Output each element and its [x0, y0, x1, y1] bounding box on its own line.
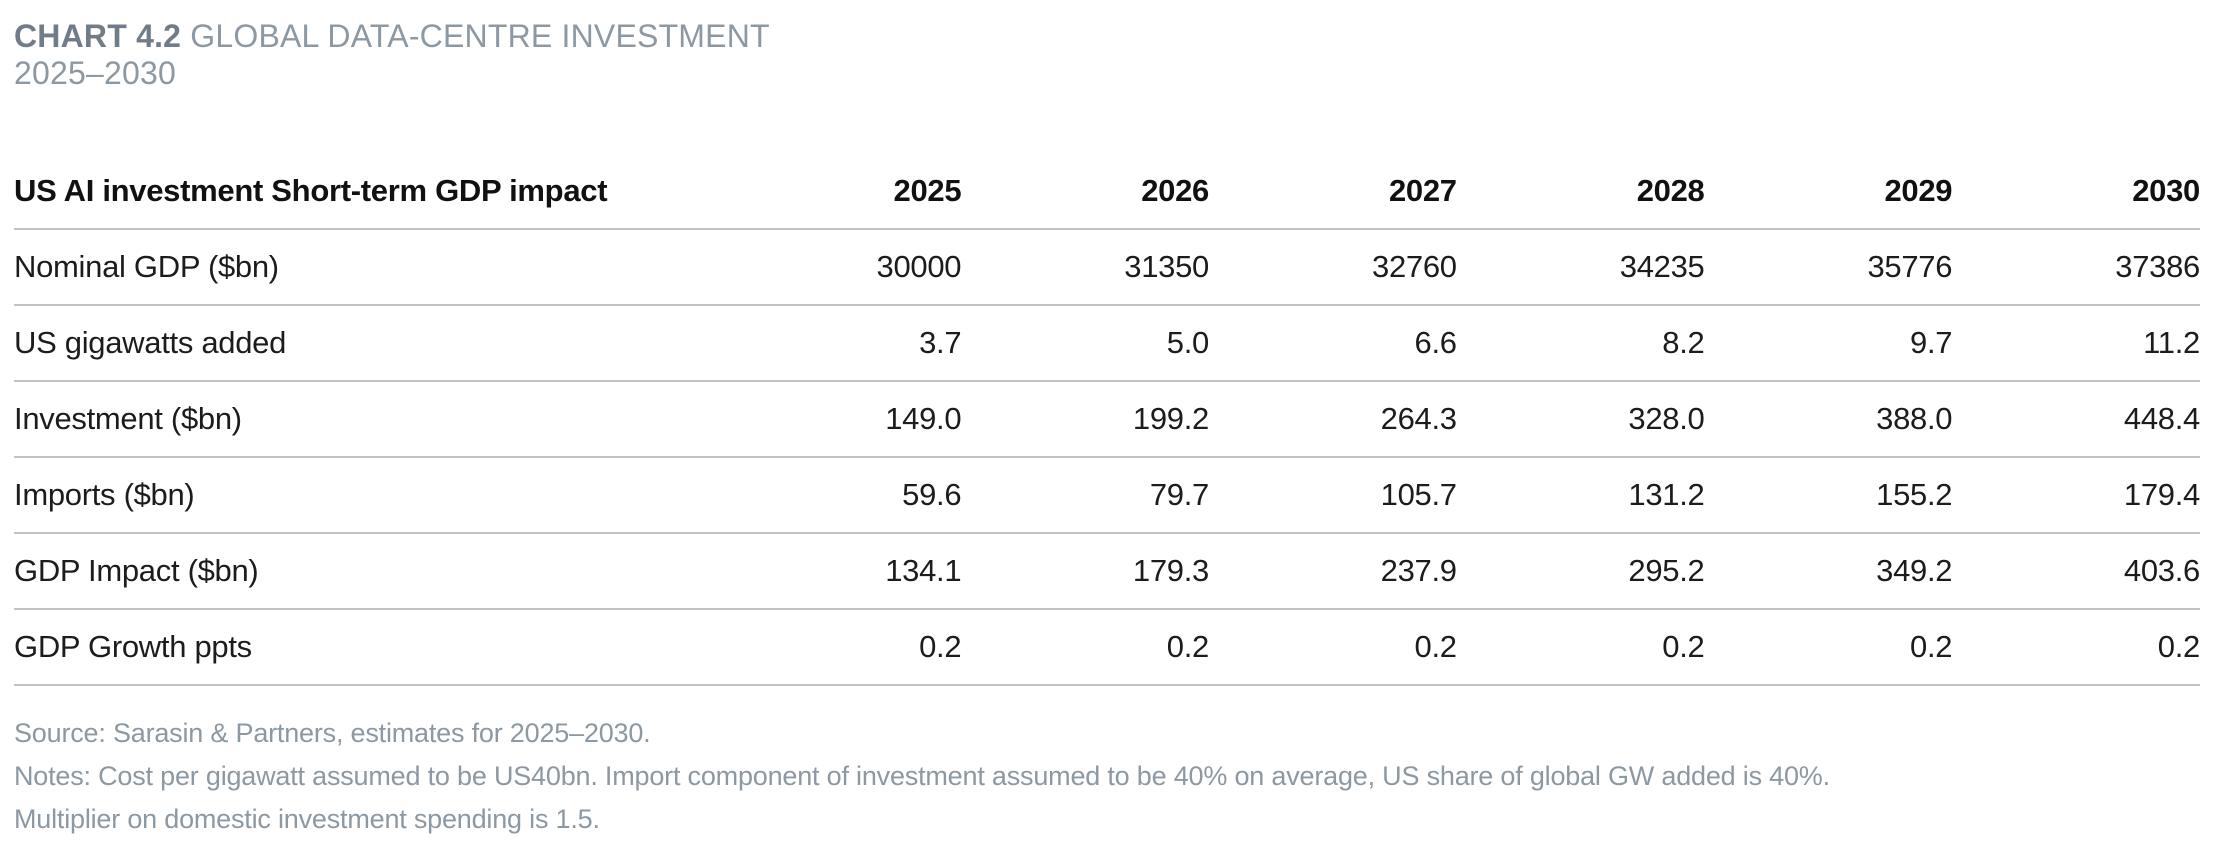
cell-value: 0.2: [1704, 609, 1953, 686]
cell-value: 9.7: [1704, 305, 1953, 382]
cell-value: 5.0: [961, 305, 1209, 382]
row-label: GDP Impact ($bn): [14, 533, 714, 610]
table-header-row: US AI investment Short-term GDP impact 2…: [14, 154, 2200, 230]
row-label: Imports ($bn): [14, 457, 714, 534]
cell-value: 0.2: [1456, 609, 1705, 686]
cell-value: 32760: [1209, 229, 1457, 306]
cell-value: 237.9: [1209, 533, 1457, 610]
cell-value: 448.4: [1952, 381, 2200, 458]
chart-number-label: CHART 4.2: [14, 18, 182, 54]
chart-title-text: GLOBAL DATA-CENTRE INVESTMENT: [190, 18, 770, 54]
cell-value: 149.0: [713, 381, 962, 458]
cell-value: 6.6: [1209, 305, 1457, 382]
notes-line-1: Notes: Cost per gigawatt assumed to be U…: [14, 761, 1830, 791]
cell-value: 79.7: [961, 457, 1209, 534]
cell-value: 179.3: [961, 533, 1209, 610]
cell-value: 155.2: [1704, 457, 1953, 534]
column-header-2029: 2029: [1704, 154, 1953, 230]
chart-header: CHART 4.2 GLOBAL DATA-CENTRE INVESTMENT …: [14, 18, 2200, 92]
footnotes: Source: Sarasin & Partners, estimates fo…: [14, 712, 2200, 841]
cell-value: 35776: [1704, 229, 1953, 306]
row-label: GDP Growth ppts: [14, 609, 714, 686]
column-header-2025: 2025: [713, 154, 962, 230]
cell-value: 30000: [713, 229, 962, 306]
cell-value: 0.2: [1209, 609, 1457, 686]
cell-value: 31350: [961, 229, 1209, 306]
column-header-2028: 2028: [1456, 154, 1705, 230]
cell-value: 0.2: [1952, 609, 2200, 686]
cell-value: 0.2: [961, 609, 1209, 686]
source-note: Source: Sarasin & Partners, estimates fo…: [14, 718, 651, 748]
cell-value: 131.2: [1456, 457, 1705, 534]
table-row-nominal-gdp: Nominal GDP ($bn) 30000 31350 32760 3423…: [14, 229, 2200, 306]
cell-value: 37386: [1952, 229, 2200, 306]
column-header-2027: 2027: [1209, 154, 1457, 230]
row-label: Nominal GDP ($bn): [14, 229, 714, 306]
chart-subtitle: 2025–2030: [14, 55, 176, 91]
data-table: US AI investment Short-term GDP impact 2…: [14, 154, 2200, 686]
cell-value: 264.3: [1209, 381, 1457, 458]
cell-value: 11.2: [1952, 305, 2200, 382]
table-row-gdp-impact: GDP Impact ($bn) 134.1 179.3 237.9 295.2…: [14, 533, 2200, 610]
cell-value: 349.2: [1704, 533, 1953, 610]
column-header-2026: 2026: [961, 154, 1209, 230]
cell-value: 134.1: [713, 533, 962, 610]
cell-value: 403.6: [1952, 533, 2200, 610]
cell-value: 59.6: [713, 457, 962, 534]
page-title: CHART 4.2 GLOBAL DATA-CENTRE INVESTMENT: [14, 18, 2200, 55]
column-header-2030: 2030: [1952, 154, 2200, 230]
cell-value: 328.0: [1456, 381, 1705, 458]
cell-value: 179.4: [1952, 457, 2200, 534]
cell-value: 8.2: [1456, 305, 1705, 382]
table-row-us-gigawatts: US gigawatts added 3.7 5.0 6.6 8.2 9.7 1…: [14, 305, 2200, 382]
table-row-gdp-growth: GDP Growth ppts 0.2 0.2 0.2 0.2 0.2 0.2: [14, 609, 2200, 686]
cell-value: 105.7: [1209, 457, 1457, 534]
cell-value: 295.2: [1456, 533, 1705, 610]
cell-value: 199.2: [961, 381, 1209, 458]
cell-value: 0.2: [713, 609, 962, 686]
table-header-label: US AI investment Short-term GDP impact: [14, 154, 714, 230]
notes-line-2: Multiplier on domestic investment spendi…: [14, 804, 600, 834]
cell-value: 3.7: [713, 305, 962, 382]
cell-value: 388.0: [1704, 381, 1953, 458]
row-label: US gigawatts added: [14, 305, 714, 382]
row-label: Investment ($bn): [14, 381, 714, 458]
table-row-imports: Imports ($bn) 59.6 79.7 105.7 131.2 155.…: [14, 457, 2200, 534]
cell-value: 34235: [1456, 229, 1705, 306]
table-row-investment: Investment ($bn) 149.0 199.2 264.3 328.0…: [14, 381, 2200, 458]
